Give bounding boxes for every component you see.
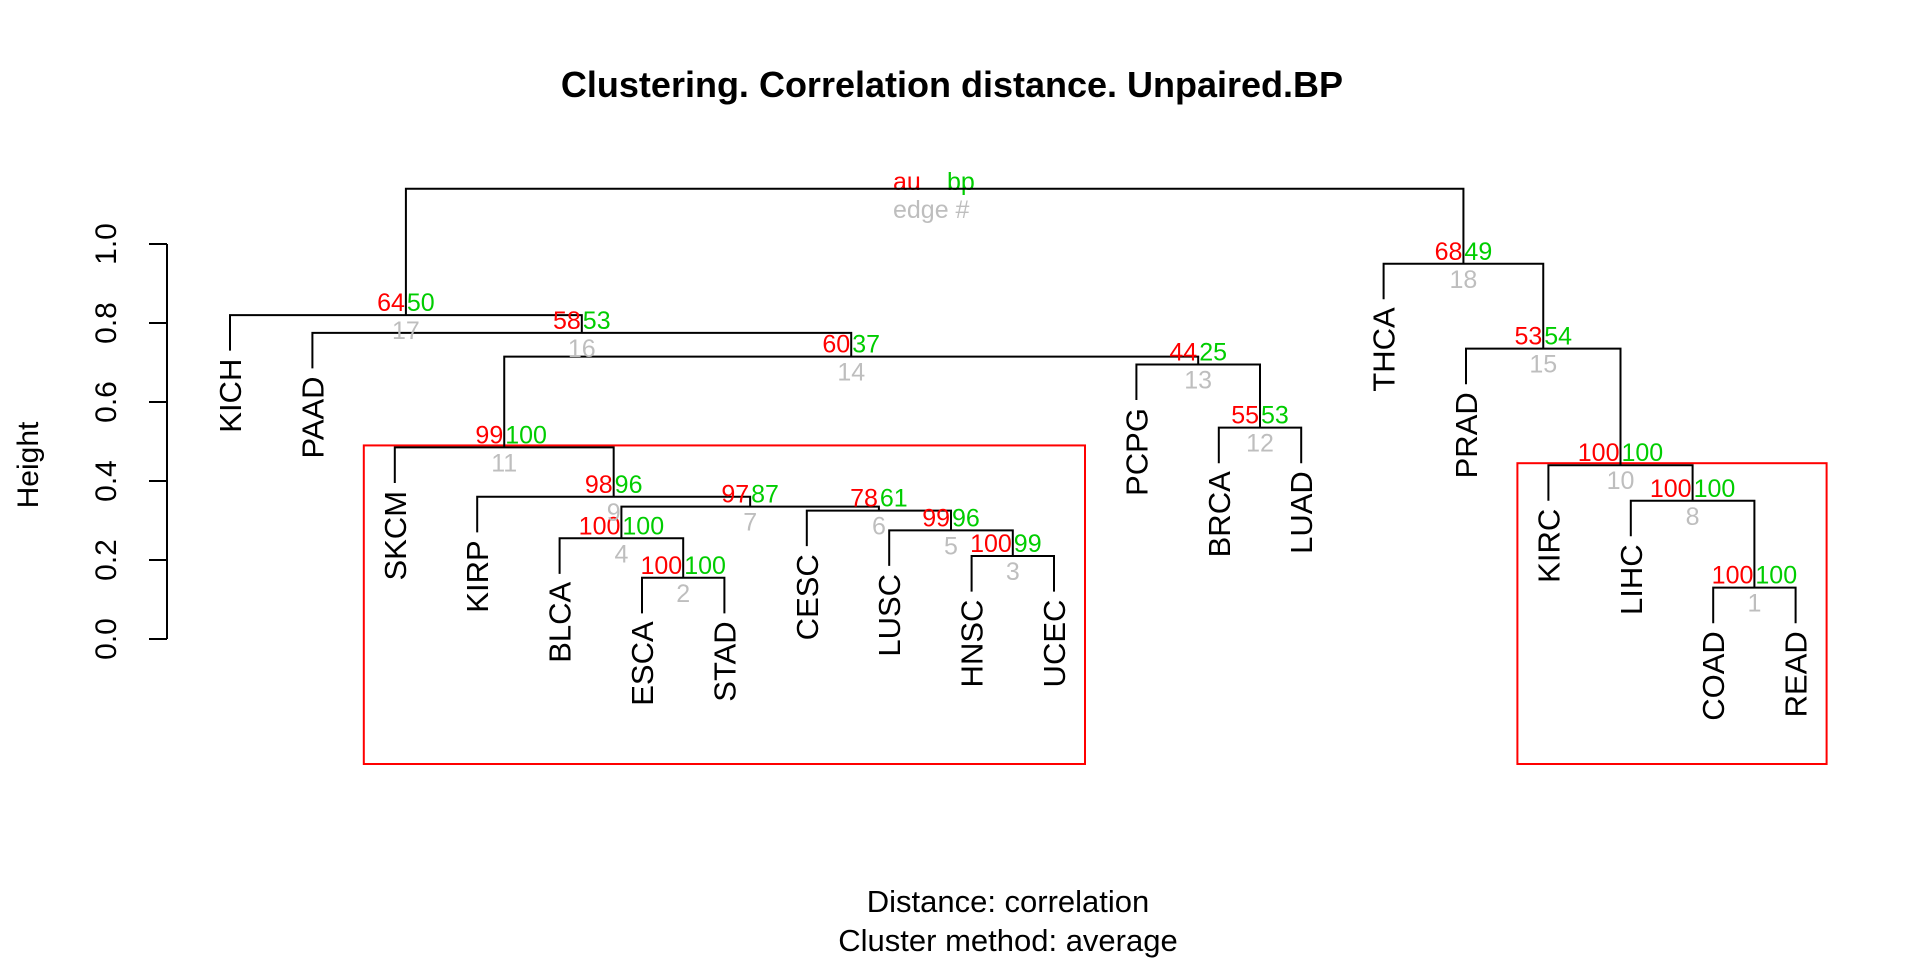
bp-value-edge-8: 100 [1694,475,1736,503]
au-value-edge-9: 98 [585,471,613,499]
bp-value-edge-10: 100 [1622,439,1664,467]
bp-value-edge-13: 25 [1199,338,1227,366]
bp-value-edge-9: 96 [615,471,643,499]
bp-value-edge-7: 87 [751,481,779,509]
y-axis: 0.0 0.2 0.4 0.6 0.8 1.0 [90,223,168,660]
leaf-label-prad: PRAD [1449,392,1484,478]
bp-value-edge-3: 99 [1014,530,1042,558]
y-tick-label: 0.4 [90,460,123,502]
edge-number-15: 15 [1529,351,1557,379]
leaf-label-blca: BLCA [543,582,578,663]
au-value-edge-11: 99 [475,421,503,449]
au-value-edge-6: 78 [850,485,878,513]
dendrogram-branches [229,187,1797,624]
bp-value-edge-4: 100 [622,512,664,540]
edge-number-6: 6 [872,513,886,541]
edge-number-10: 10 [1607,467,1635,495]
leaf-label-stad: STAD [707,621,742,701]
bp-value-edge-1: 100 [1755,562,1797,590]
edge-number-4: 4 [614,540,628,568]
au-value-edge-4: 100 [579,512,621,540]
bp-value-edge-12: 53 [1261,402,1289,430]
chart-title: Clustering. Correlation distance. Unpair… [561,64,1343,105]
au-value-edge-3: 100 [970,530,1012,558]
x-axis-label-method: Cluster method: average [838,923,1177,958]
au-value-edge-2: 100 [640,552,682,580]
au-value-edge-12: 55 [1231,402,1259,430]
edge-number-11: 11 [491,449,517,477]
leaf-label-lihc: LIHC [1614,544,1649,615]
leaf-label-hnsc: HNSC [955,600,990,688]
au-value-edge-15: 53 [1514,323,1542,351]
au-value-edge-18: 68 [1435,238,1463,266]
y-tick-label: 1.0 [90,223,123,265]
au-value-edge-5: 99 [922,504,950,532]
bp-value-edge-16: 53 [583,307,611,335]
edge-number-9: 9 [607,499,621,527]
bp-value-edge-5: 96 [952,504,980,532]
y-axis-label: Height [12,421,45,508]
y-tick-label: 0.6 [90,381,123,423]
bp-value-edge-17: 50 [407,289,435,317]
legend-edge: edge # [893,196,970,224]
leaf-label-thca: THCA [1367,307,1402,392]
leaf-label-coad: COAD [1696,631,1731,721]
au-value-edge-8: 100 [1650,475,1692,503]
edge-number-17: 17 [392,317,420,345]
leaf-label-paad: PAAD [295,376,330,458]
au-value-edge-17: 64 [377,289,405,317]
au-value-edge-10: 100 [1578,439,1620,467]
leaf-label-pcpg: PCPG [1119,408,1154,496]
edge-number-3: 3 [1006,558,1020,586]
y-tick-label: 0.0 [90,618,123,660]
leaf-label-kirc: KIRC [1531,509,1566,583]
bp-value-edge-15: 54 [1544,323,1572,351]
cluster-box-edge-11 [362,444,1086,765]
leaf-label-lusc: LUSC [872,574,907,657]
bp-value-edge-6: 61 [880,485,908,513]
edge-number-18: 18 [1450,266,1478,294]
y-tick-label: 0.2 [90,539,123,581]
bp-value-edge-18: 49 [1464,238,1492,266]
legend-bp: bp [947,168,975,196]
edge-number-1: 1 [1747,590,1761,618]
au-value-edge-7: 97 [721,481,749,509]
x-axis-label-distance: Distance: correlation [867,884,1150,919]
edge-number-14: 14 [837,359,865,387]
legend-au: au [893,168,921,196]
bp-value-edge-11: 100 [505,421,547,449]
au-value-edge-1: 100 [1712,562,1754,590]
cluster-highlight-boxes [362,444,1828,765]
edge-number-13: 13 [1184,366,1212,394]
cluster-box-edge-10 [1516,462,1828,765]
leaf-label-luad: LUAD [1284,471,1319,554]
edge-number-16: 16 [568,335,596,363]
leaf-label-esca: ESCA [625,621,660,706]
au-value-edge-13: 44 [1169,338,1197,366]
leaf-label-cesc: CESC [790,554,825,640]
bp-value-edge-14: 37 [852,331,880,359]
bp-value-edge-2: 100 [684,552,726,580]
leaf-label-ucec: UCEC [1037,600,1072,688]
leaf-labels: KICH PAAD SKCM KIRP BLCA ESCA STAD CESC LUSC HNSC… [213,307,1814,721]
edge-number-5: 5 [944,532,958,560]
au-value-edge-14: 60 [822,331,850,359]
leaf-label-kich: KICH [213,359,248,433]
y-tick-label: 0.8 [90,302,123,344]
leaf-label-skcm: SKCM [378,491,413,581]
edge-number-8: 8 [1686,503,1700,531]
edge-number-7: 7 [743,509,757,537]
edge-number-2: 2 [676,580,690,608]
au-value-edge-16: 58 [553,307,581,335]
leaf-label-read: READ [1779,631,1814,717]
leaf-label-brca: BRCA [1202,471,1237,557]
branch-edge-19 [404,187,1465,316]
edge-number-12: 12 [1246,430,1274,458]
leaf-label-kirp: KIRP [460,540,495,612]
